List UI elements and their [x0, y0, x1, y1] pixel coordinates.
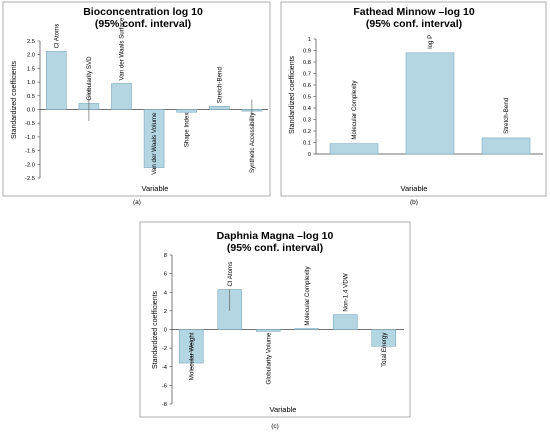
bar	[333, 315, 357, 330]
y-tick-label: 1.5	[27, 66, 35, 72]
y-tick-label: 0.5	[303, 95, 311, 101]
category-label: log P	[427, 35, 434, 49]
chart-panel-c: Daphnia Magna –log 10 (95% conf. interva…	[138, 220, 413, 431]
y-axis-label: Standardized coefficients	[289, 55, 296, 134]
y-tick-label: -8	[162, 402, 167, 408]
y-tick-label: -2.0	[25, 162, 35, 168]
bar	[295, 329, 319, 330]
y-tick-label: -1.0	[25, 135, 35, 141]
x-axis-label: Variable	[270, 405, 297, 414]
x-axis-label: Variable	[401, 184, 428, 193]
x-axis-label: Variable	[142, 184, 169, 193]
y-tick-label: 1.0	[27, 80, 35, 86]
bar	[112, 83, 132, 109]
category-label: Cl Atoms	[227, 262, 234, 287]
y-tick-label: 0	[164, 328, 167, 334]
panel-label: (c)	[271, 423, 279, 430]
chart-panel-a: Bioconcentration log 10 (95% conf. inter…	[0, 0, 275, 206]
category-label: Molecular Complexity	[304, 266, 311, 326]
bar	[406, 53, 454, 154]
bar	[482, 138, 530, 154]
category-label: Molecular Complexity	[351, 80, 358, 140]
category-label: Non-1,4 VDW	[342, 273, 349, 311]
category-label: Van der Waals Volume	[151, 112, 158, 175]
y-tick-label: 8	[164, 253, 167, 259]
panel-label: (b)	[410, 199, 418, 206]
y-tick-label: -2.5	[25, 176, 35, 182]
category-label: Total Energy	[381, 332, 388, 367]
y-tick-label: 2	[164, 309, 167, 315]
bar	[209, 106, 229, 109]
y-tick-label: -2	[162, 346, 167, 352]
chart-a: Bioconcentration log 10 (95% conf. inter…	[0, 0, 275, 206]
bar	[177, 110, 197, 113]
y-tick-label: 1	[308, 37, 311, 43]
y-tick-label: 0.0	[27, 108, 35, 114]
y-tick-label: 0.5	[27, 94, 35, 100]
category-label: Synthetic Accessibility	[249, 112, 256, 173]
bar	[330, 144, 378, 154]
y-tick-label: 2.0	[27, 53, 35, 59]
chart-c: Daphnia Magna –log 10 (95% conf. interva…	[138, 220, 413, 431]
y-tick-label: -0.5	[25, 121, 35, 127]
chart-panel-b: Fathead Minnow –log 10 (95% conf. interv…	[278, 0, 550, 206]
y-tick-label: 0	[308, 152, 311, 158]
y-axis-label: Standardized coefficients	[11, 60, 18, 139]
y-tick-label: -4	[162, 365, 168, 371]
y-tick-label: 0.9	[303, 49, 311, 55]
category-label: Molecular Weight	[188, 332, 195, 380]
y-tick-label: 6	[164, 272, 167, 278]
y-tick-label: 0.6	[303, 83, 311, 89]
bar	[46, 51, 66, 109]
chart-b: Fathead Minnow –log 10 (95% conf. interv…	[278, 0, 550, 206]
y-tick-label: -6	[162, 383, 167, 389]
y-tick-label: 0.4	[303, 106, 312, 112]
panel-label: (a)	[133, 199, 141, 206]
y-tick-label: 0.8	[303, 60, 311, 66]
chart-subtitle: (95% conf. interval)	[227, 242, 323, 254]
chart-subtitle: (95% conf. interval)	[95, 18, 191, 30]
y-tick-label: 0.1	[303, 141, 311, 147]
chart-title: Fathead Minnow –log 10	[353, 6, 475, 18]
category-label: Stretch-Bend	[503, 97, 510, 134]
category-label: Shape Index	[184, 112, 191, 148]
chart-title: Bioconcentration log 10	[83, 6, 203, 18]
y-tick-label: 0.7	[303, 72, 311, 78]
category-label: Globularity SVD	[86, 56, 93, 101]
y-axis-label: Standardized coefficients	[152, 290, 159, 369]
y-tick-label: -1.5	[25, 149, 35, 155]
chart-title: Daphnia Magna –log 10	[217, 230, 334, 242]
y-tick-label: 2.5	[27, 39, 35, 45]
category-label: Stretch-Bend	[216, 67, 223, 104]
bar	[256, 330, 280, 332]
chart-subtitle: (95% conf. interval)	[366, 18, 462, 30]
category-label: Globularity Volume	[265, 332, 272, 384]
y-tick-label: 0.3	[303, 118, 311, 124]
category-label: Van der Waals Surface	[119, 17, 126, 80]
category-label: Cl Atoms	[53, 24, 60, 49]
frame	[3, 2, 270, 196]
y-tick-label: 0.2	[303, 129, 311, 135]
